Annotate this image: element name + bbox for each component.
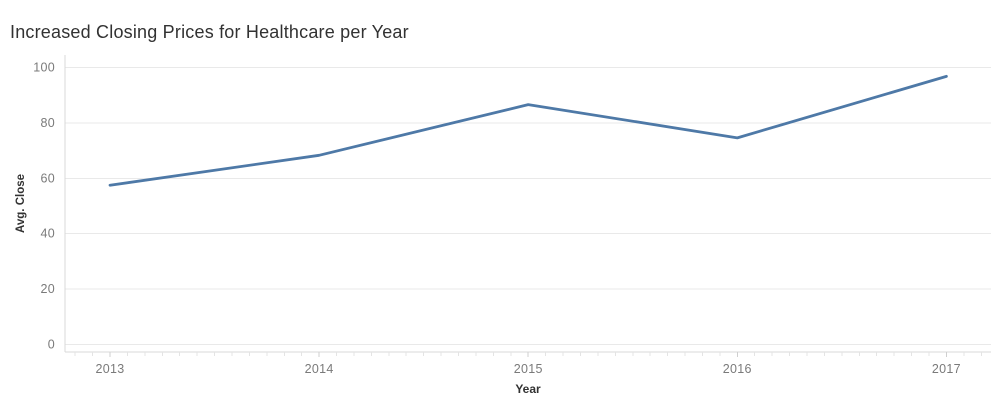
x-tick-label: 2015: [514, 362, 543, 376]
x-tick-label: 2014: [305, 362, 334, 376]
y-tick-label: 0: [48, 338, 55, 352]
x-tick-label: 2013: [95, 362, 124, 376]
chart-title: Increased Closing Prices for Healthcare …: [10, 22, 409, 42]
x-tick-label: 2016: [723, 362, 752, 376]
x-tick-label: 2017: [932, 362, 961, 376]
y-tick-label: 60: [40, 171, 55, 185]
data-line-avg-close: [108, 74, 948, 187]
x-axis-title: Year: [515, 382, 541, 396]
y-tick-label: 20: [40, 282, 55, 296]
y-tick-label: 80: [40, 116, 55, 130]
y-axis-title: Avg. Close: [15, 174, 27, 233]
y-tick-label: 40: [40, 227, 55, 241]
y-tick-label: 100: [33, 61, 55, 75]
